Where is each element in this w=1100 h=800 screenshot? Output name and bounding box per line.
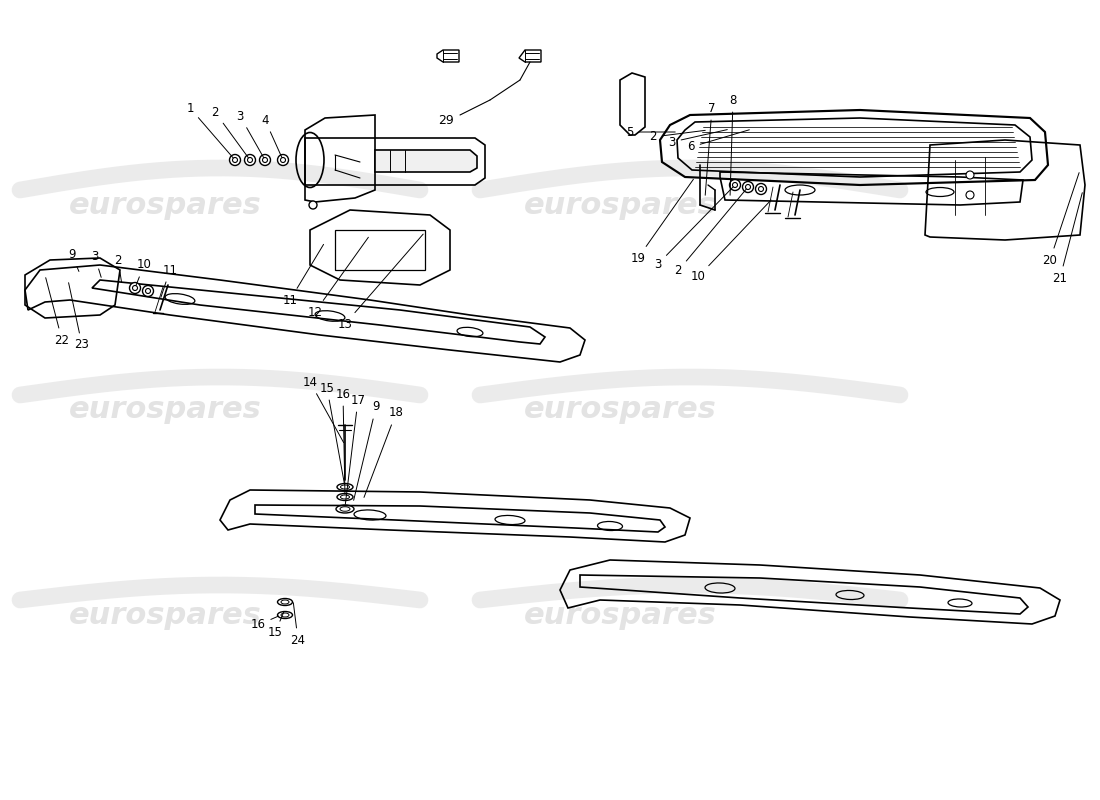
Text: 16: 16 <box>336 387 351 494</box>
Circle shape <box>756 183 767 194</box>
Polygon shape <box>375 150 477 172</box>
Text: 10: 10 <box>136 258 152 286</box>
Text: eurospares: eurospares <box>68 601 262 630</box>
Circle shape <box>742 182 754 193</box>
Text: 23: 23 <box>68 282 89 351</box>
Text: 4: 4 <box>262 114 282 158</box>
Circle shape <box>260 154 271 166</box>
Text: 15: 15 <box>320 382 344 484</box>
Circle shape <box>280 158 286 162</box>
Circle shape <box>130 282 141 294</box>
Text: 2: 2 <box>649 130 705 143</box>
Text: 2: 2 <box>211 106 249 158</box>
Text: 12: 12 <box>308 238 369 318</box>
Text: 3: 3 <box>669 130 727 149</box>
Text: 11: 11 <box>283 244 323 306</box>
Circle shape <box>232 158 238 162</box>
Text: 3: 3 <box>654 187 733 270</box>
Text: 1: 1 <box>186 102 233 158</box>
Text: 8: 8 <box>729 94 737 195</box>
Circle shape <box>729 179 740 190</box>
Text: 2: 2 <box>674 189 746 278</box>
Text: 10: 10 <box>691 200 771 283</box>
Text: eurospares: eurospares <box>524 190 716 219</box>
Circle shape <box>145 289 151 294</box>
Text: 17: 17 <box>345 394 365 504</box>
Circle shape <box>759 186 763 191</box>
Text: 11: 11 <box>161 263 177 298</box>
Text: 2: 2 <box>114 254 122 282</box>
Text: 5: 5 <box>626 126 675 138</box>
Text: eurospares: eurospares <box>68 190 262 219</box>
Bar <box>336 230 425 270</box>
Text: 18: 18 <box>364 406 404 498</box>
Text: 16: 16 <box>251 616 278 631</box>
Circle shape <box>132 286 138 290</box>
Circle shape <box>309 201 317 209</box>
Text: eurospares: eurospares <box>524 601 716 630</box>
Text: 3: 3 <box>91 250 101 278</box>
Text: 15: 15 <box>267 611 284 639</box>
Circle shape <box>277 154 288 166</box>
Text: 7: 7 <box>705 102 716 195</box>
Circle shape <box>230 154 241 166</box>
Text: 14: 14 <box>302 375 343 442</box>
Text: 21: 21 <box>1053 193 1082 285</box>
Text: 9: 9 <box>353 401 380 500</box>
Circle shape <box>746 185 750 190</box>
Circle shape <box>143 286 154 297</box>
Text: 29: 29 <box>438 114 454 127</box>
Text: 19: 19 <box>630 179 693 265</box>
Text: 6: 6 <box>688 130 749 154</box>
Circle shape <box>966 191 974 199</box>
Text: 20: 20 <box>1043 173 1079 266</box>
Text: 22: 22 <box>46 278 69 346</box>
Circle shape <box>263 158 267 162</box>
Text: eurospares: eurospares <box>68 395 262 425</box>
Circle shape <box>966 171 974 179</box>
Text: 24: 24 <box>290 602 306 646</box>
Text: 9: 9 <box>68 249 79 271</box>
Circle shape <box>733 182 737 187</box>
Text: eurospares: eurospares <box>524 395 716 425</box>
Circle shape <box>248 158 253 162</box>
Circle shape <box>244 154 255 166</box>
Text: 13: 13 <box>338 234 424 330</box>
Text: 3: 3 <box>236 110 264 158</box>
